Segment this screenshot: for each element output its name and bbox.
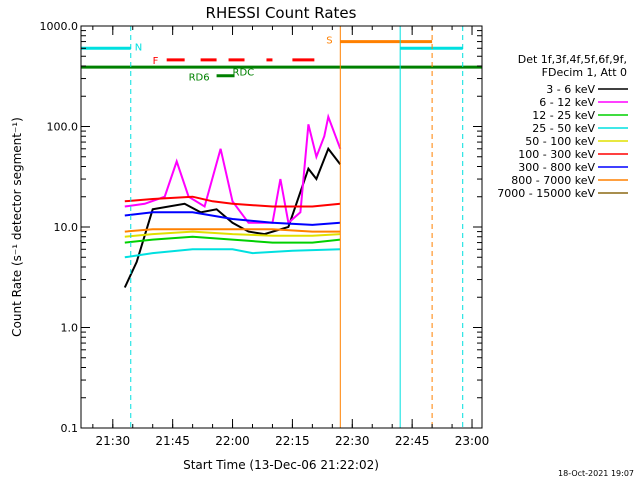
timestamp-footer: 18-Oct-2021 19:07 <box>558 469 634 478</box>
vertical-lines-layer <box>80 26 464 428</box>
series-line-50-100-kev <box>124 230 341 238</box>
legend-label-3-6-kev: 3 - 6 keV <box>546 83 595 96</box>
y-tick-label: 100.0 <box>47 121 79 134</box>
legend-label-300-800-kev: 300 - 800 keV <box>518 161 595 174</box>
flag-label-s: S <box>326 36 332 47</box>
series-line-6-12-kev <box>124 113 342 225</box>
x-tick-label: 23:00 <box>455 434 490 448</box>
y-tick-label: 10.0 <box>54 221 79 234</box>
series-line-3-6-kev <box>123 146 342 288</box>
series-line-25-50-kev <box>124 248 341 259</box>
y-tick-label: 1.0 <box>61 322 79 335</box>
y-axis: 0.1 1.0 10.0 100.0 1000.0 <box>40 20 482 435</box>
x-axis-label: Start Time (13-Dec-06 21:22:02) <box>183 458 379 472</box>
flag-label-n: N <box>135 42 142 53</box>
chart-title: RHESSI Count Rates <box>206 4 357 22</box>
x-tick-label: 22:30 <box>335 434 370 448</box>
flag-label-f: F <box>153 56 159 67</box>
y-tick-label: 0.1 <box>61 422 79 435</box>
x-axis: 21:30 21:45 22:00 22:15 22:30 22:45 23:00 <box>92 26 490 448</box>
flag-bars-layer: N S F RD6 RDC <box>81 36 482 84</box>
legend-label-100-300-kev: 100 - 300 keV <box>518 148 595 161</box>
series-line-300-800-kev <box>124 211 341 226</box>
legend-label-25-50-kev: 25 - 50 keV <box>532 122 595 135</box>
legend-header: Det 1f,3f,4f,5f,6f,9f, <box>518 53 627 66</box>
series-line-100-300-kev <box>124 195 341 208</box>
legend: Det 1f,3f,4f,5f,6f,9f,FDecim 1, Att 0 3 -… <box>497 53 628 200</box>
legend-label-6-12-kev: 6 - 12 keV <box>539 96 595 109</box>
series-layer <box>123 113 342 288</box>
x-tick-label: 21:45 <box>155 434 190 448</box>
x-tick-label: 21:30 <box>96 434 131 448</box>
legend-label-12-25-kev: 12 - 25 keV <box>532 109 595 122</box>
legend-header: FDecim 1, Att 0 <box>542 66 627 79</box>
legend-label-50-100-kev: 50 - 100 keV <box>525 135 595 148</box>
y-axis-label: Count Rate (s⁻¹ detector segment⁻¹) <box>10 117 24 337</box>
legend-label-7000-15000-kev: 7000 - 15000 keV <box>497 187 595 200</box>
series-line-12-25-kev <box>124 235 341 244</box>
series-line-800-7000-kev <box>124 228 341 233</box>
plot-frame <box>80 25 483 429</box>
flag-label-rd6: RD6 <box>189 73 210 84</box>
legend-label-800-7000-kev: 800 - 7000 keV <box>511 174 595 187</box>
y-tick-label: 1000.0 <box>40 20 79 33</box>
x-tick-label: 22:45 <box>395 434 430 448</box>
x-tick-label: 22:15 <box>275 434 310 448</box>
flag-label-rdc: RDC <box>233 68 255 79</box>
x-tick-label: 22:00 <box>215 434 250 448</box>
